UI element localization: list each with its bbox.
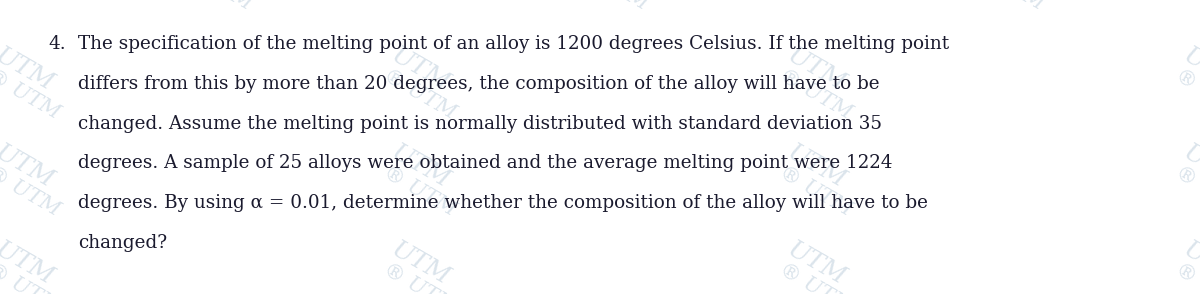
Text: UTM: UTM — [1178, 239, 1200, 290]
Text: UTM: UTM — [1178, 142, 1200, 193]
Text: UTM: UTM — [1178, 45, 1200, 96]
Text: ® UTM: ® UTM — [776, 163, 856, 219]
Text: ® UTM: ® UTM — [968, 0, 1048, 14]
Text: ® UTM: ® UTM — [0, 66, 64, 122]
Text: degrees. A sample of 25 alloys were obtained and the average melting point were : degrees. A sample of 25 alloys were obta… — [78, 154, 893, 172]
Text: ® UTM: ® UTM — [380, 66, 460, 122]
Text: ® UTM: ® UTM — [1172, 66, 1200, 122]
Text: ® UTM: ® UTM — [776, 66, 856, 122]
Text: ® UTM: ® UTM — [0, 163, 64, 219]
Text: ® UTM: ® UTM — [380, 260, 460, 294]
Text: ® UTM: ® UTM — [776, 260, 856, 294]
Text: ® UTM: ® UTM — [380, 163, 460, 219]
Text: changed. Assume the melting point is normally distributed with standard deviatio: changed. Assume the melting point is nor… — [78, 115, 882, 133]
Text: UTM: UTM — [782, 142, 850, 193]
Text: UTM: UTM — [386, 239, 454, 290]
Text: changed?: changed? — [78, 234, 167, 252]
Text: ® UTM: ® UTM — [176, 0, 256, 14]
Text: 4.: 4. — [48, 35, 66, 53]
Text: ® UTM: ® UTM — [572, 0, 652, 14]
Text: ® UTM: ® UTM — [1172, 163, 1200, 219]
Text: ® UTM: ® UTM — [0, 260, 64, 294]
Text: ® UTM: ® UTM — [1172, 260, 1200, 294]
Text: UTM: UTM — [386, 45, 454, 96]
Text: UTM: UTM — [782, 45, 850, 96]
Text: UTM: UTM — [0, 239, 58, 290]
Text: The specification of the melting point of an alloy is 1200 degrees Celsius. If t: The specification of the melting point o… — [78, 35, 949, 53]
Text: UTM: UTM — [782, 239, 850, 290]
Text: UTM: UTM — [386, 142, 454, 193]
Text: degrees. By using α = 0.01, determine whether the composition of the alloy will : degrees. By using α = 0.01, determine wh… — [78, 194, 928, 212]
Text: differs from this by more than 20 degrees, the composition of the alloy will hav: differs from this by more than 20 degree… — [78, 75, 880, 93]
Text: UTM: UTM — [0, 45, 58, 96]
Text: UTM: UTM — [0, 142, 58, 193]
